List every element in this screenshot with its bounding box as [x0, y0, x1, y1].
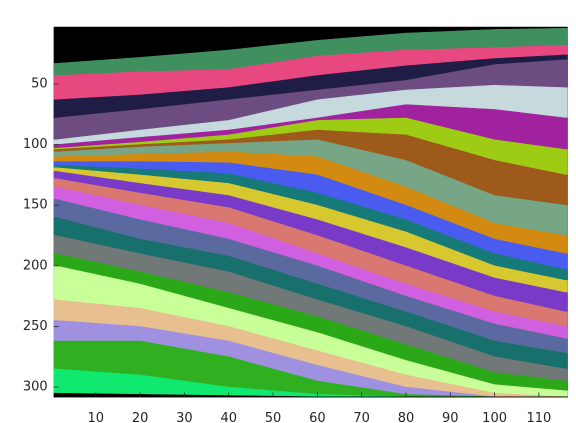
- y-tick-label: 100: [23, 137, 48, 152]
- x-tick-label: 90: [442, 411, 459, 423]
- y-tick-label: 50: [31, 76, 48, 91]
- y-tick-label: 150: [23, 198, 48, 213]
- x-tick-label: 80: [398, 411, 415, 423]
- x-tick-label: 10: [88, 411, 105, 423]
- x-tick-label: 40: [220, 411, 237, 423]
- y-tick-label: 250: [23, 319, 48, 334]
- x-tick-label: 70: [353, 411, 370, 423]
- x-tick-label: 100: [482, 411, 507, 423]
- y-tick-label: 200: [23, 258, 48, 273]
- x-tick-label: 110: [526, 411, 551, 423]
- y-tick-label: 300: [23, 380, 48, 395]
- x-tick-label: 50: [265, 411, 282, 423]
- x-tick-label: 30: [176, 411, 193, 423]
- plot-area: [53, 26, 568, 398]
- x-tick-label: 60: [309, 411, 326, 423]
- x-tick-label: 20: [132, 411, 149, 423]
